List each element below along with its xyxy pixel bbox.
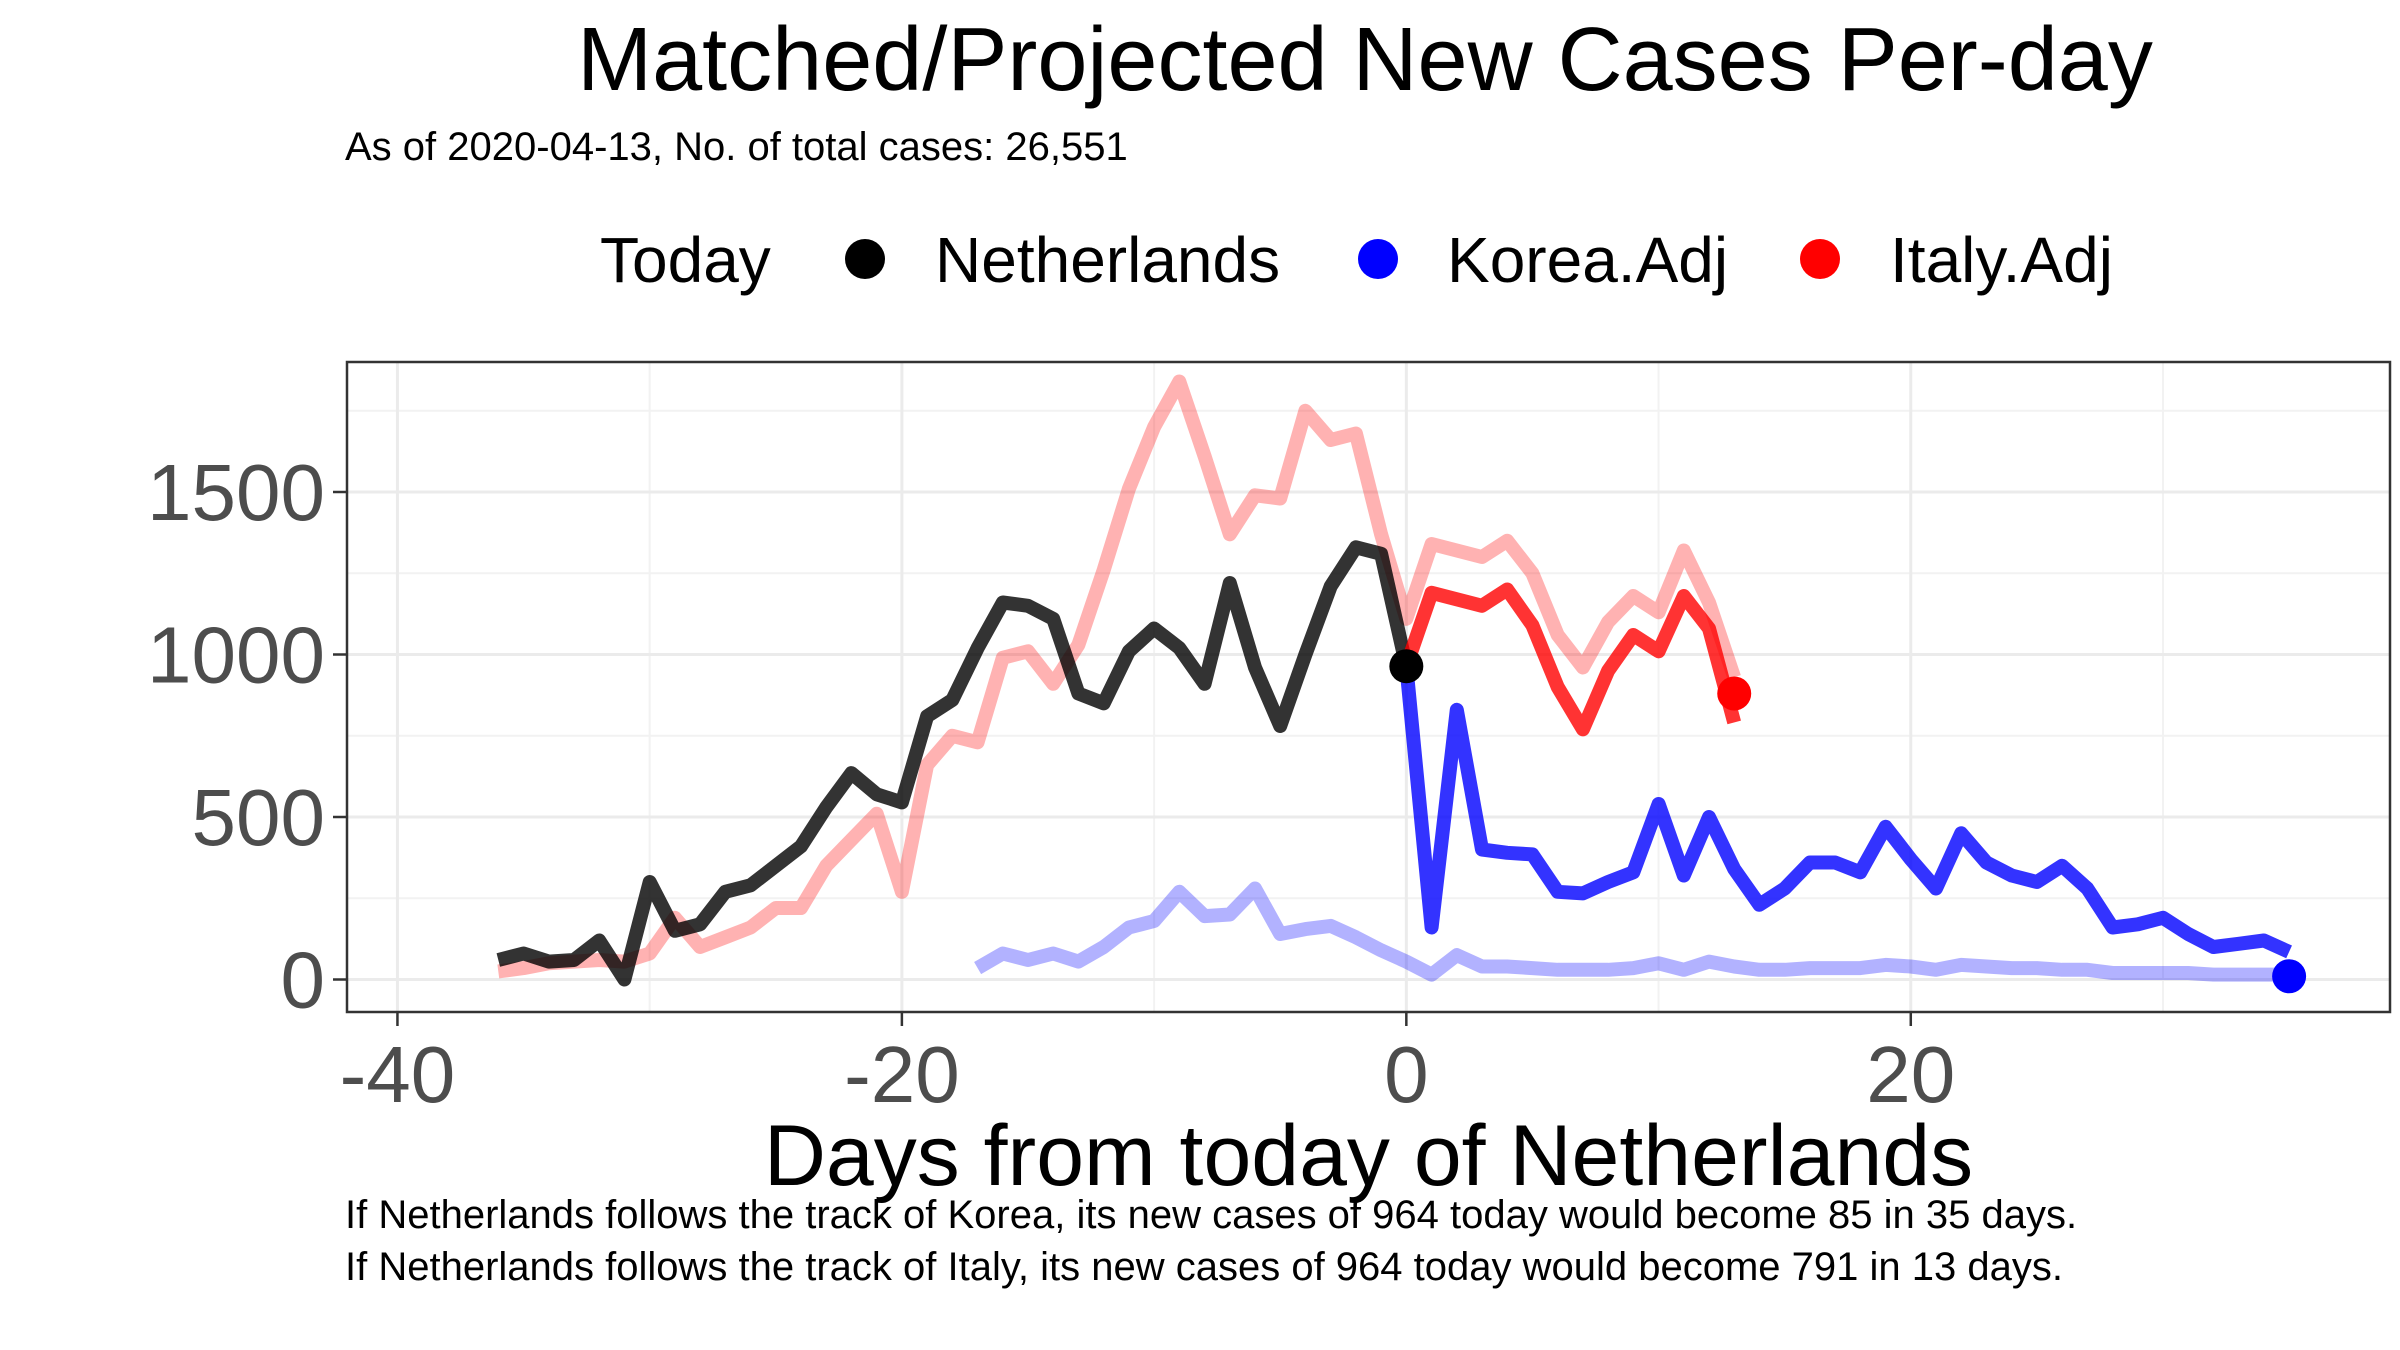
x-tick-label: 20 xyxy=(1866,1030,1955,1119)
legend: Today Netherlands Korea.Adj Italy.Adj xyxy=(0,215,2400,305)
chart-title: Matched/Projected New Cases Per-day xyxy=(577,10,2153,110)
today-point-netherlands xyxy=(1389,649,1424,684)
plot-border xyxy=(345,360,2392,1014)
legend-label-netherlands: Netherlands xyxy=(935,224,1281,296)
series-line-netherlands-observed xyxy=(496,540,1414,987)
legend-key-italy xyxy=(1800,239,1840,279)
x-tick-label: -20 xyxy=(844,1030,960,1119)
y-tick-label: 1500 xyxy=(147,448,325,537)
x-tick-label: 0 xyxy=(1384,1030,1429,1119)
y-tick-label: 0 xyxy=(281,936,326,1025)
x-axis-title: Days from today of Netherlands xyxy=(764,1108,1973,1204)
footnote-italy: If Netherlands follows the track of Ital… xyxy=(345,1245,2063,1289)
legend-title: Today xyxy=(600,224,771,296)
y-tick-label: 500 xyxy=(192,773,325,862)
y-tick-label: 1000 xyxy=(147,611,325,700)
legend-label-italy: Italy.Adj xyxy=(1890,224,2113,296)
x-tick-label: -40 xyxy=(340,1030,456,1119)
legend-label-korea: Korea.Adj xyxy=(1447,224,1729,296)
today-point-italy-adj xyxy=(1717,676,1752,711)
legend-key-korea xyxy=(1358,239,1398,279)
footnote-korea: If Netherlands follows the track of Kore… xyxy=(345,1193,2078,1237)
series-line-italy-adj-projected xyxy=(1399,582,1741,737)
plot-panel xyxy=(347,362,2390,1012)
today-point-korea-adj xyxy=(2272,959,2307,994)
series-line-korea-adj-projected xyxy=(1399,665,2292,959)
series-line-korea-adj-matched xyxy=(974,881,2290,982)
legend-key-netherlands xyxy=(845,239,885,279)
series-line-italy-adj-matched xyxy=(497,374,1741,979)
chart-subtitle: As of 2020-04-13, No. of total cases: 26… xyxy=(345,125,1128,169)
